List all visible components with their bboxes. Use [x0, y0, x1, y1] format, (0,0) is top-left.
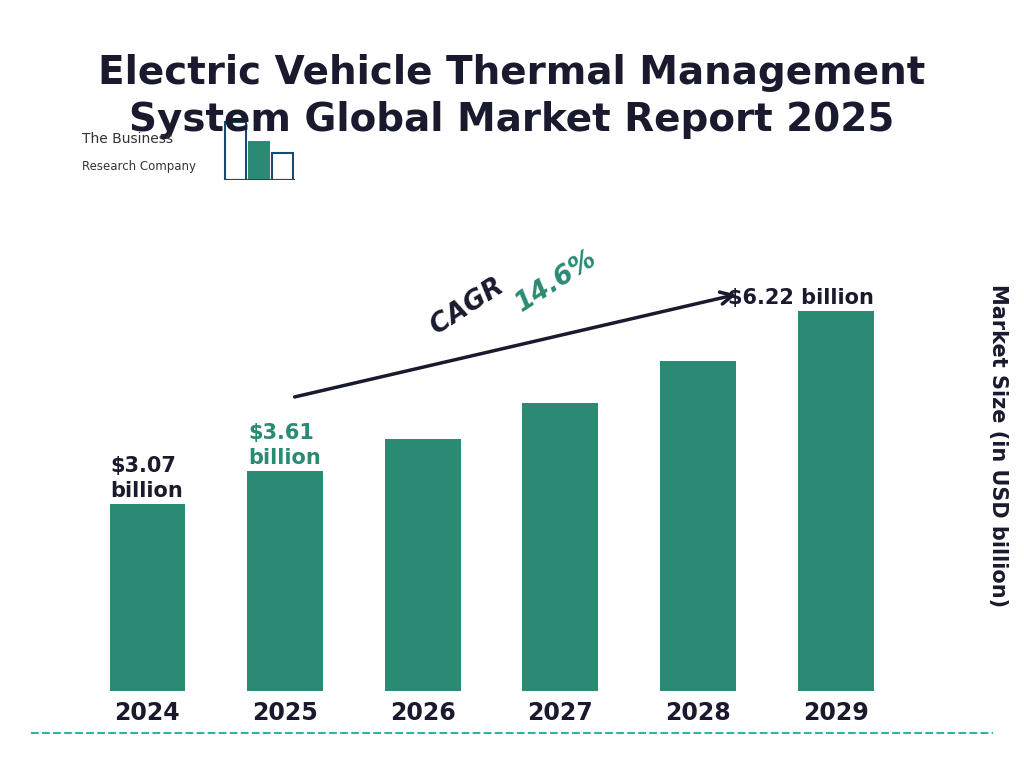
Bar [271, 153, 293, 180]
Bar [247, 471, 323, 691]
Bar [660, 361, 736, 691]
Text: $3.61
billion: $3.61 billion [248, 423, 321, 468]
Text: $3.07
billion: $3.07 billion [111, 456, 183, 501]
Bar [798, 312, 873, 691]
Text: 14.6%: 14.6% [511, 245, 602, 317]
Text: CAGR: CAGR [426, 268, 516, 339]
Bar [385, 439, 461, 691]
Bar [248, 141, 269, 180]
Text: The Business: The Business [82, 132, 173, 146]
Text: Research Company: Research Company [82, 160, 196, 173]
Text: $6.22 billion: $6.22 billion [728, 289, 874, 309]
Bar [224, 122, 246, 180]
Bar [110, 504, 185, 691]
Bar [522, 403, 598, 691]
Text: Market Size (in USD billion): Market Size (in USD billion) [988, 284, 1009, 607]
Text: Electric Vehicle Thermal Management
System Global Market Report 2025: Electric Vehicle Thermal Management Syst… [98, 54, 926, 139]
